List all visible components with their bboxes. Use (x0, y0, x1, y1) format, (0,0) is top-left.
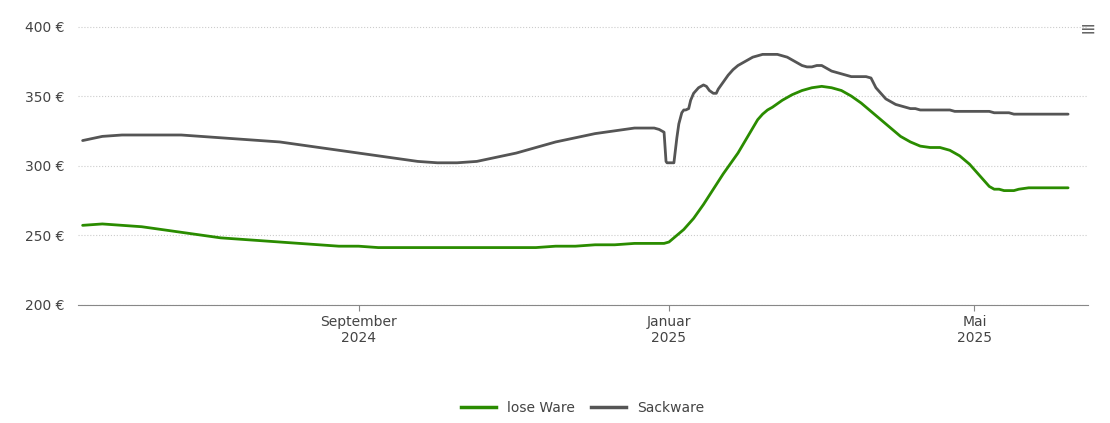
Text: ≡: ≡ (1080, 19, 1097, 38)
Legend: lose Ware, Sackware: lose Ware, Sackware (455, 395, 710, 420)
